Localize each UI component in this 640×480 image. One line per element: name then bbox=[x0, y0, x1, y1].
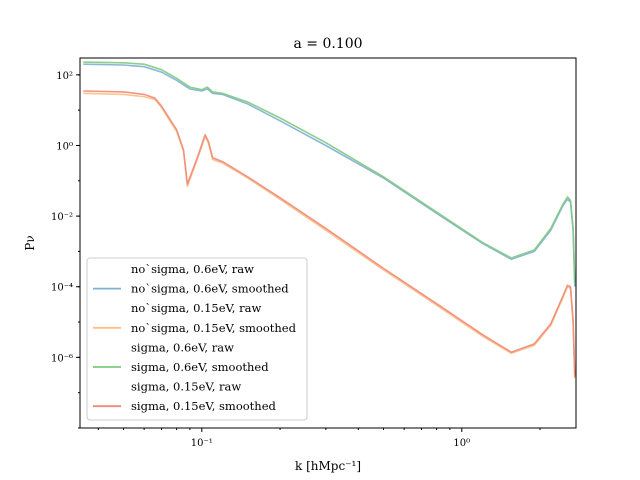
legend-label: sigma, 0.6eV, smoothed bbox=[131, 360, 269, 374]
legend-label: no`sigma, 0.6eV, smoothed bbox=[131, 282, 289, 296]
y-tick-label: 10² bbox=[56, 71, 73, 82]
series-line bbox=[83, 61, 576, 284]
y-axis-label: Pν bbox=[23, 235, 37, 250]
y-tick-label: 10⁰ bbox=[56, 141, 73, 152]
legend-label: no`sigma, 0.15eV, smoothed bbox=[131, 321, 297, 335]
legend-label: sigma, 0.15eV, raw bbox=[131, 380, 241, 394]
legend-label: sigma, 0.6eV, raw bbox=[131, 340, 234, 354]
y-tick-label: 10⁻² bbox=[51, 212, 73, 223]
x-ticks: 10⁻¹ 10⁰ bbox=[97, 428, 541, 449]
legend-label: sigma, 0.15eV, smoothed bbox=[131, 399, 277, 413]
y-ticks: 10² 10⁰ 10⁻² 10⁻⁴ 10⁻⁶ bbox=[51, 71, 80, 429]
plot-frame bbox=[79, 57, 577, 429]
series-group bbox=[83, 61, 576, 379]
x-tick-label: 10⁻¹ bbox=[191, 438, 213, 449]
x-tick-label: 10⁰ bbox=[453, 438, 470, 449]
chart-title: a = 0.100 bbox=[293, 36, 362, 52]
legend: no`sigma, 0.6eV, raw no`sigma, 0.6eV, smo… bbox=[86, 257, 308, 421]
y-tick-label: 10⁻⁴ bbox=[51, 283, 73, 294]
legend-frame bbox=[86, 257, 308, 421]
y-tick-label: 10⁻⁶ bbox=[51, 353, 73, 364]
plot-area: 10⁻¹ 10⁰ 10² 10⁰ 10⁻² 10⁻⁴ 10⁻⁶ bbox=[51, 57, 577, 449]
legend-label: no`sigma, 0.6eV, raw bbox=[131, 262, 254, 276]
series-line bbox=[83, 63, 576, 287]
legend-label: no`sigma, 0.15eV, raw bbox=[131, 301, 261, 315]
x-axis-label: k [hMpc⁻¹] bbox=[295, 459, 361, 473]
series-line bbox=[83, 90, 576, 377]
